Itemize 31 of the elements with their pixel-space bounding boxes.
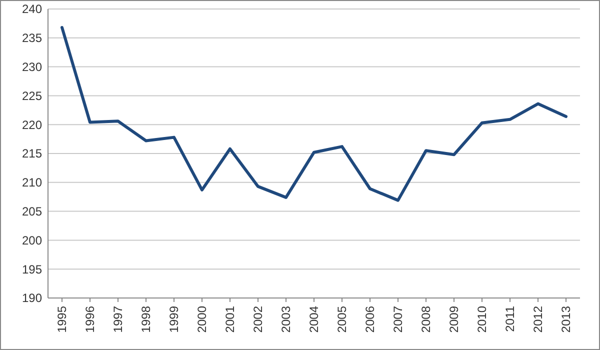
y-tick-label: 210 (22, 176, 42, 190)
x-tick-label: 2007 (391, 306, 406, 333)
y-tick-label: 200 (22, 233, 42, 248)
x-tick-label: 2009 (447, 306, 462, 333)
y-tick-label: 235 (22, 31, 42, 46)
x-tick-label: 2001 (223, 306, 238, 333)
x-tick-label: 2013 (559, 306, 574, 333)
x-tick-label: 1997 (111, 306, 126, 333)
x-tick-label: 1996 (83, 306, 98, 333)
x-tick-label: 2008 (419, 306, 434, 333)
line-series (60, 26, 568, 202)
x-tick-label: 2012 (531, 306, 546, 333)
x-tick-label: 2010 (475, 306, 490, 333)
y-tick-label: 205 (22, 204, 42, 218)
y-tick-label: 240 (22, 2, 42, 16)
y-tick-label: 190 (22, 291, 42, 306)
y-tick-label: 225 (22, 88, 42, 103)
x-tick-label: 2011 (503, 306, 518, 332)
x-tick-label: 2004 (307, 306, 322, 333)
x-tick-label: 2005 (335, 306, 350, 333)
x-tick-label: 2003 (279, 306, 294, 333)
x-tick-label: 1999 (167, 306, 182, 333)
x-tick-label: 1995 (55, 306, 70, 333)
x-tick-label: 2006 (363, 306, 378, 333)
x-tick-label: 2002 (251, 306, 266, 333)
x-tick-label: 1998 (139, 306, 154, 333)
y-tick-label: 215 (22, 146, 42, 161)
x-tick-label: 2000 (195, 306, 210, 333)
y-tick-label: 220 (22, 118, 42, 132)
y-tick-label: 195 (22, 262, 42, 276)
y-tick-label: 230 (22, 60, 42, 74)
